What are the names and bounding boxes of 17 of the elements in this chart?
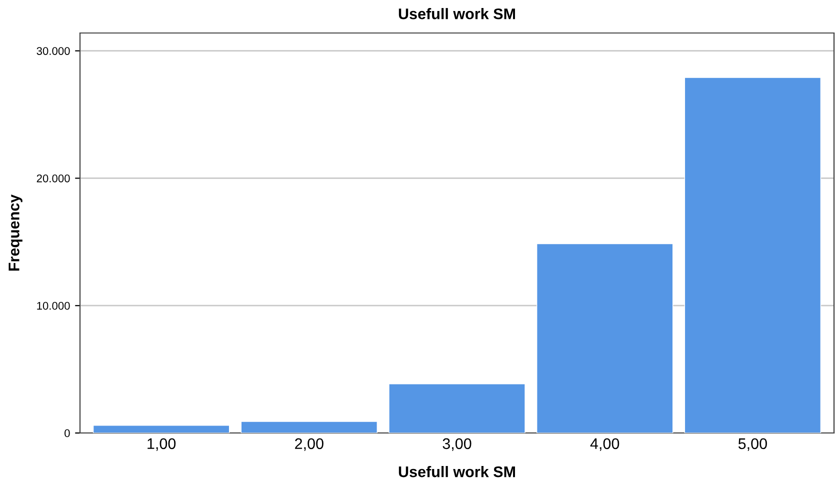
x-tick-label: 3,00 bbox=[442, 438, 472, 451]
y-tick-label: 10.000 bbox=[37, 302, 70, 310]
x-tick-label: 4,00 bbox=[590, 438, 620, 451]
y-axis-title: Frequency bbox=[8, 194, 22, 271]
x-axis-title: Usefull work SM bbox=[398, 466, 515, 478]
bar bbox=[92, 425, 230, 433]
chart-title: Usefull work SM bbox=[398, 8, 515, 20]
x-tick-label: 1,00 bbox=[148, 438, 176, 451]
x-tick-label: 2,00 bbox=[295, 438, 324, 451]
x-tick-label: 5,00 bbox=[738, 438, 767, 451]
y-tick-label: 30.000 bbox=[36, 47, 70, 55]
bar bbox=[536, 243, 674, 433]
bar bbox=[684, 77, 822, 433]
y-tick-label: 20.000 bbox=[36, 174, 70, 182]
bar bbox=[388, 384, 526, 433]
bar bbox=[240, 421, 378, 433]
y-tick-label: 0 bbox=[64, 429, 70, 438]
